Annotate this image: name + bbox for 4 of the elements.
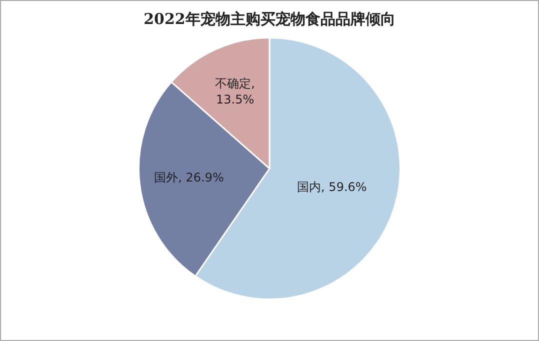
slice-label: 国外, 26.9%: [154, 170, 224, 185]
slice-label: 不确定, 13.5%: [215, 76, 255, 106]
chart-title: 2022年宠物主购买宠物食品品牌倾向: [144, 10, 396, 28]
slice-label: 国内, 59.6%: [297, 180, 367, 194]
